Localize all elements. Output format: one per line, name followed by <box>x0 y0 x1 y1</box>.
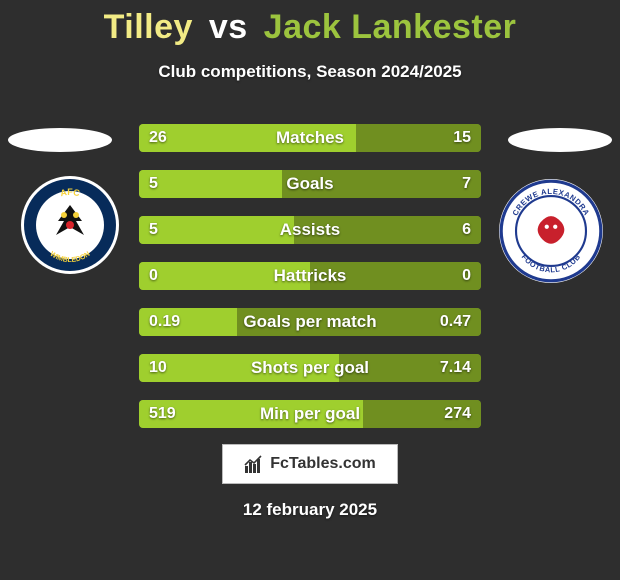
stat-bar-right <box>310 262 481 290</box>
right-player-placeholder <box>508 128 612 152</box>
stat-row: Assists56 <box>139 216 481 244</box>
stat-bar-left <box>139 170 282 198</box>
stat-row: Matches2615 <box>139 124 481 152</box>
stat-bar-right <box>363 400 481 428</box>
right-club-crest: CREWE ALEXANDRA FOOTBALL CLUB <box>498 178 604 284</box>
stat-bar-right <box>356 124 481 152</box>
stat-row: Hattricks00 <box>139 262 481 290</box>
subtitle: Club competitions, Season 2024/2025 <box>0 62 620 82</box>
title-vs: vs <box>209 8 248 46</box>
stat-bar-left <box>139 262 310 290</box>
date-text: 12 february 2025 <box>0 500 620 520</box>
title-left-name: Tilley <box>104 8 193 46</box>
left-player-placeholder <box>8 128 112 152</box>
stat-bar-left <box>139 124 356 152</box>
svg-text:AFC: AFC <box>59 187 81 198</box>
site-badge-icon <box>244 454 264 474</box>
page-title: Tilley vs Jack Lankester <box>0 8 620 47</box>
stat-row: Goals per match0.190.47 <box>139 308 481 336</box>
stat-bar-left <box>139 216 294 244</box>
stat-bar-left <box>139 354 339 382</box>
stat-bar-right <box>294 216 481 244</box>
stat-bar-right <box>237 308 481 336</box>
stat-row: Shots per goal107.14 <box>139 354 481 382</box>
stat-bar-left <box>139 308 237 336</box>
comparison-bars: Matches2615 Goals57 Assists56 Hattricks00 Go… <box>139 124 481 446</box>
site-badge: FcTables.com <box>222 444 398 484</box>
stat-row: Min per goal519274 <box>139 400 481 428</box>
stat-bar-right <box>339 354 481 382</box>
left-club-crest: AFC WIMBLEDON <box>20 175 120 275</box>
site-badge-text: FcTables.com <box>270 455 376 473</box>
title-right-name: Jack Lankester <box>264 8 517 46</box>
stat-row: Goals57 <box>139 170 481 198</box>
stat-bar-right <box>282 170 482 198</box>
stat-bar-left <box>139 400 363 428</box>
